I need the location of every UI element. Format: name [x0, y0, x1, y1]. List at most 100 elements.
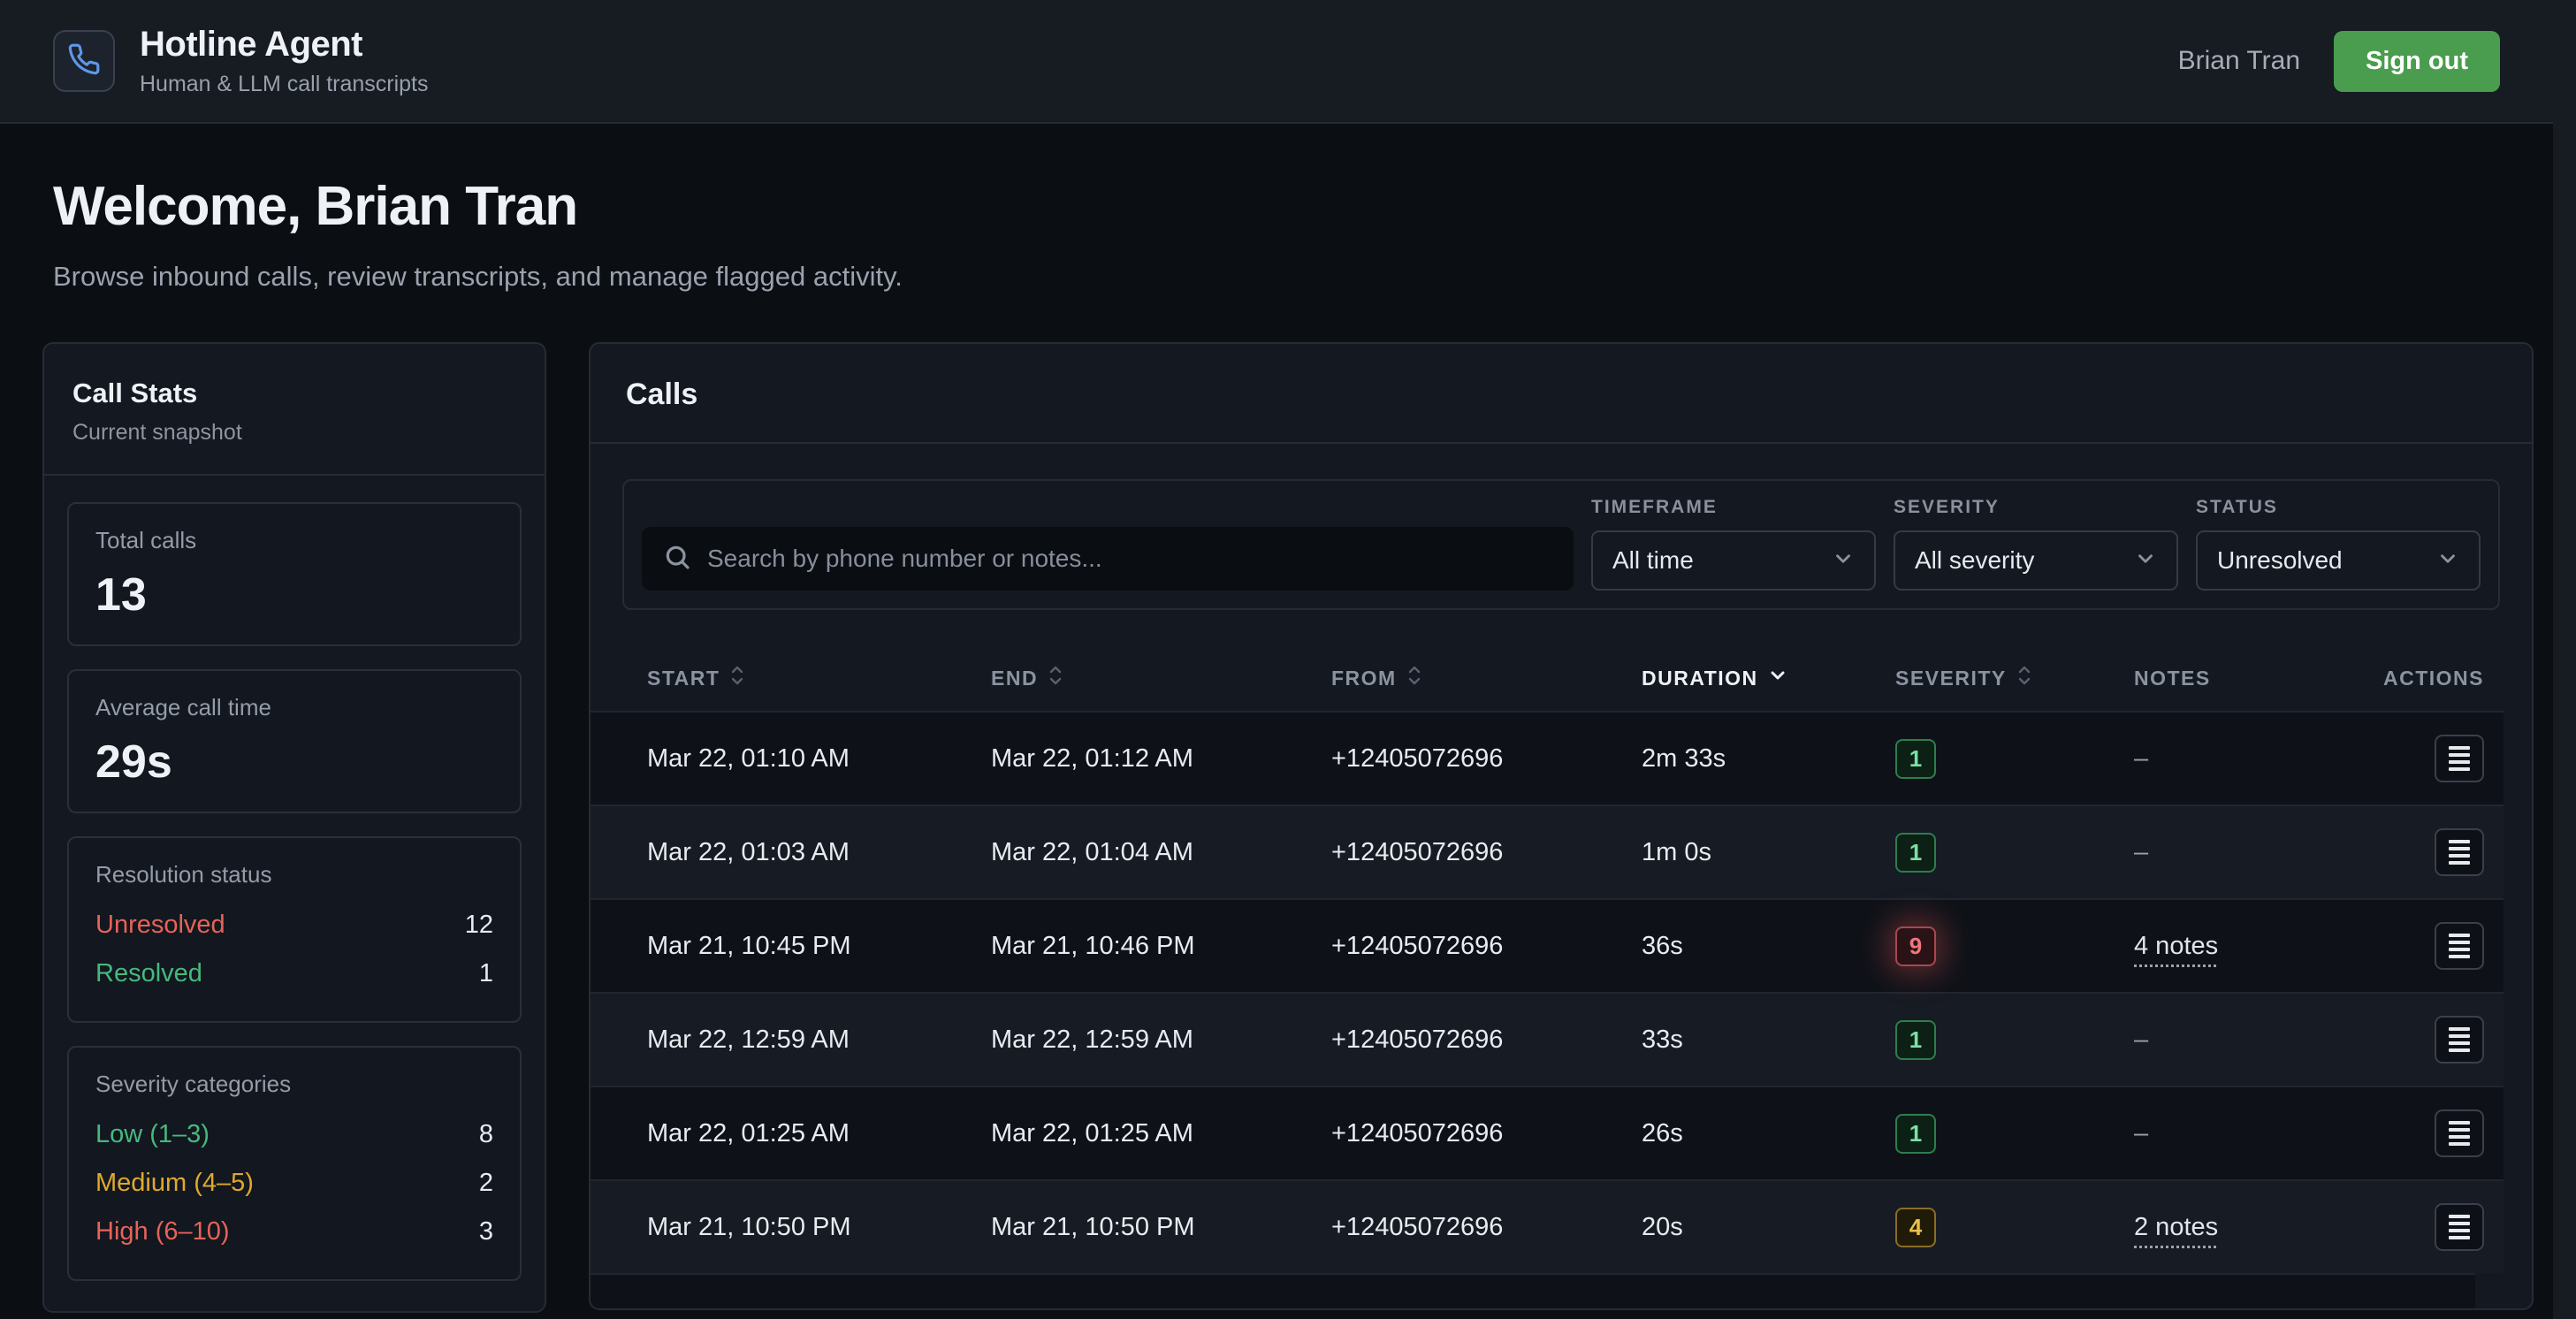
stat-item-label: Unresolved	[95, 911, 225, 939]
table-row[interactable]: Mar 22, 01:10 AM Mar 22, 01:12 AM +12405…	[591, 711, 2504, 804]
chevron-down-icon	[1832, 547, 1855, 575]
stat-list-item: High (6–10) 3	[95, 1208, 493, 1256]
sort-up-down-icon	[728, 664, 746, 692]
table-row[interactable]: Mar 21, 10:45 PM Mar 21, 10:46 PM +12405…	[591, 898, 2504, 992]
cell-start: Mar 21, 10:45 PM	[647, 931, 851, 960]
severity-categories-stat: Severity categories Low (1–3) 8 Medium (…	[67, 1046, 522, 1281]
app-header: Hotline Agent Human & LLM call transcrip…	[0, 0, 2576, 124]
table-row[interactable]: Mar 22, 12:59 AM Mar 22, 12:59 AM +12405…	[591, 992, 2504, 1086]
stat-item-value: 1	[478, 959, 493, 987]
stat-item-value: 2	[478, 1169, 493, 1197]
phone-icon	[67, 42, 101, 80]
severity-badge: 1	[1895, 1113, 1936, 1154]
timeframe-select[interactable]: All time	[1591, 530, 1876, 591]
stat-item-label: Medium (4–5)	[95, 1169, 254, 1197]
cell-actions	[2375, 828, 2504, 876]
filter-label: SEVERITY	[1894, 497, 2000, 517]
cell-actions	[2375, 1016, 2504, 1064]
stat-label: Average call time	[95, 694, 271, 720]
cell-notes: –	[2134, 744, 2375, 774]
column-header-start[interactable]: START	[647, 664, 991, 692]
severity-badge: 1	[1895, 832, 1936, 873]
search-icon	[663, 543, 691, 576]
user-name: Brian Tran	[2177, 46, 2301, 75]
sign-out-button[interactable]: Sign out	[2334, 30, 2500, 92]
cell-severity: 1	[1895, 738, 2134, 779]
cell-actions	[2375, 1109, 2504, 1157]
calls-panel: Calls TIMEFRAME All time	[589, 342, 2534, 1310]
welcome-section: Welcome, Brian Tran Browse inbound calls…	[0, 175, 2576, 293]
notes-link[interactable]: 2 notes	[2134, 1212, 2219, 1241]
cell-notes: 2 notes	[2134, 1213, 2375, 1242]
app-subtitle: Human & LLM call transcripts	[140, 72, 429, 96]
stat-label: Total calls	[95, 527, 197, 553]
stat-label: Severity categories	[95, 1071, 292, 1097]
menu-lines-icon	[2449, 840, 2470, 865]
stat-item-label: Resolved	[95, 959, 202, 987]
stat-value: 13	[95, 569, 147, 621]
row-actions-button[interactable]	[2435, 1016, 2484, 1064]
cell-from: +12405072696	[1331, 743, 1504, 773]
notes-value: –	[2134, 1118, 2149, 1147]
cell-duration: 1m 0s	[1642, 837, 1711, 866]
column-header-duration[interactable]: DURATION	[1642, 665, 1895, 691]
row-actions-button[interactable]	[2435, 735, 2484, 782]
column-header-severity[interactable]: SEVERITY	[1895, 664, 2134, 692]
cell-severity: 1	[1895, 832, 2134, 873]
cell-severity: 1	[1895, 1113, 2134, 1154]
cell-severity: 4	[1895, 1207, 2134, 1247]
severity-badge: 1	[1895, 1019, 1936, 1060]
notes-value: –	[2134, 1025, 2149, 1054]
cell-end: Mar 22, 01:12 AM	[991, 743, 1193, 773]
column-header-from[interactable]: FROM	[1331, 664, 1642, 692]
cell-duration: 20s	[1642, 1212, 1683, 1241]
search-input[interactable]	[707, 545, 1552, 573]
cell-from: +12405072696	[1331, 837, 1504, 866]
stat-item-value: 12	[464, 911, 493, 939]
total-calls-stat: Total calls 13	[67, 502, 522, 646]
table-row[interactable]	[591, 1273, 2475, 1308]
filter-label: STATUS	[2196, 497, 2278, 517]
calls-table: START END FROM DURATION	[591, 645, 2504, 1308]
cell-notes: 4 notes	[2134, 932, 2375, 961]
menu-lines-icon	[2449, 1215, 2470, 1239]
page-title: Welcome, Brian Tran	[53, 176, 578, 237]
filter-bar: TIMEFRAME All time SEVERITY All severity	[622, 479, 2500, 610]
severity-badge: 9	[1895, 926, 1936, 966]
status-filter: STATUS Unresolved	[2196, 497, 2481, 591]
cell-start: Mar 22, 01:03 AM	[647, 837, 850, 866]
chevron-down-icon	[2134, 547, 2157, 575]
menu-lines-icon	[2449, 746, 2470, 771]
cell-actions	[2375, 735, 2504, 782]
sort-up-down-icon	[1047, 664, 1064, 692]
cell-duration: 33s	[1642, 1025, 1683, 1054]
cell-end: Mar 21, 10:46 PM	[991, 931, 1195, 960]
row-actions-button[interactable]	[2435, 828, 2484, 876]
menu-lines-icon	[2449, 1121, 2470, 1146]
severity-select[interactable]: All severity	[1894, 530, 2178, 591]
sort-up-down-icon	[2016, 664, 2033, 692]
timeframe-filter: TIMEFRAME All time	[1591, 497, 1876, 591]
stat-item-label: High (6–10)	[95, 1217, 230, 1246]
stat-list-item: Unresolved 12	[95, 901, 493, 949]
table-row[interactable]: Mar 22, 01:03 AM Mar 22, 01:04 AM +12405…	[591, 804, 2504, 898]
avg-call-time-stat: Average call time 29s	[67, 669, 522, 813]
search-box	[642, 527, 1574, 591]
row-actions-button[interactable]	[2435, 922, 2484, 970]
notes-link[interactable]: 4 notes	[2134, 931, 2219, 960]
status-select[interactable]: Unresolved	[2196, 530, 2481, 591]
cell-start: Mar 22, 12:59 AM	[647, 1025, 850, 1054]
row-actions-button[interactable]	[2435, 1203, 2484, 1251]
cell-from: +12405072696	[1331, 1212, 1504, 1241]
table-row[interactable]: Mar 22, 01:25 AM Mar 22, 01:25 AM +12405…	[591, 1086, 2504, 1179]
row-actions-button[interactable]	[2435, 1109, 2484, 1157]
stat-list-item: Low (1–3) 8	[95, 1110, 493, 1159]
severity-badge: 1	[1895, 738, 1936, 779]
cell-from: +12405072696	[1331, 1118, 1504, 1147]
calls-table-header: START END FROM DURATION	[591, 645, 2504, 711]
chevron-down-icon	[1767, 665, 1788, 691]
cell-end: Mar 22, 01:25 AM	[991, 1118, 1193, 1147]
page-scrollbar[interactable]	[2553, 0, 2576, 1319]
column-header-end[interactable]: END	[991, 664, 1331, 692]
table-row[interactable]: Mar 21, 10:50 PM Mar 21, 10:50 PM +12405…	[591, 1179, 2504, 1273]
